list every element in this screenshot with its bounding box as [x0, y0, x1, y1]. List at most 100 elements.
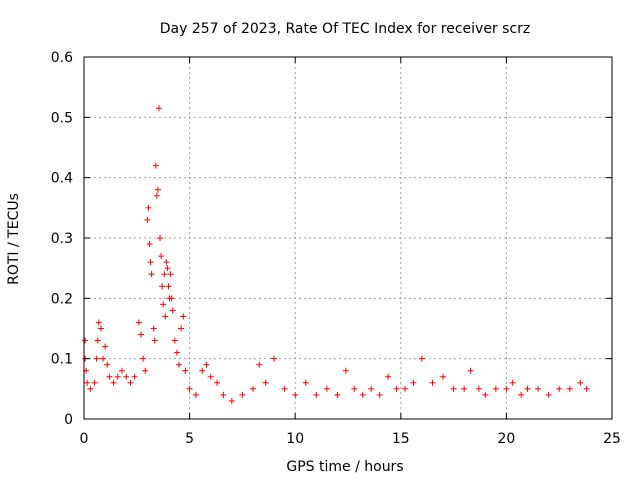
data-point: [147, 259, 154, 266]
plot-frame: [83, 56, 613, 420]
data-point: [176, 361, 183, 368]
data-point: [467, 367, 474, 374]
data-point: [492, 385, 499, 392]
data-point: [368, 385, 375, 392]
data-point: [313, 391, 320, 398]
y-tick-label: 0.2: [51, 291, 73, 307]
data-point: [199, 367, 206, 374]
data-point: [168, 295, 175, 302]
data-point: [91, 379, 98, 386]
y-tick-label: 0.6: [51, 50, 73, 66]
data-point: [110, 379, 117, 386]
x-tick-label: 0: [80, 431, 89, 447]
data-point: [323, 385, 330, 392]
data-point: [271, 355, 278, 362]
data-point: [429, 379, 436, 386]
data-point: [192, 391, 199, 398]
data-point: [142, 367, 149, 374]
data-point: [173, 349, 180, 356]
data-point: [84, 379, 91, 386]
data-point: [119, 367, 126, 374]
data-point: [180, 313, 187, 320]
data-point: [256, 361, 263, 368]
data-point: [167, 271, 174, 278]
data-point: [342, 367, 349, 374]
data-point: [94, 337, 101, 344]
data-point: [155, 105, 162, 112]
data-point: [302, 379, 309, 386]
data-point: [545, 391, 552, 398]
data-point: [402, 385, 409, 392]
data-point: [418, 355, 425, 362]
data-point: [393, 385, 400, 392]
data-point: [249, 385, 256, 392]
data-point: [566, 385, 573, 392]
data-point: [93, 355, 100, 362]
data-point: [161, 271, 168, 278]
data-point: [518, 391, 525, 398]
data-point: [509, 379, 516, 386]
data-point: [153, 192, 160, 199]
data-point: [159, 283, 166, 290]
data-point: [334, 391, 341, 398]
x-tick-label: 10: [286, 431, 304, 447]
data-point: [214, 379, 221, 386]
y-tick-label: 0.3: [51, 231, 73, 247]
data-point: [262, 379, 269, 386]
chart-title: Day 257 of 2023, Rate Of TEC Index for r…: [160, 21, 530, 37]
data-point: [376, 391, 383, 398]
x-axis-label: GPS time / hours: [286, 459, 403, 475]
data-point: [157, 235, 164, 241]
data-point: [351, 385, 358, 392]
data-point: [82, 337, 89, 344]
data-point: [482, 391, 489, 398]
data-point: [164, 265, 171, 272]
data-point: [440, 373, 447, 380]
data-point: [100, 355, 107, 362]
data-point: [450, 385, 457, 392]
data-point: [239, 391, 246, 398]
data-point: [154, 186, 161, 193]
data-point: [410, 379, 417, 386]
data-point: [556, 385, 563, 392]
data-point: [158, 253, 165, 260]
y-axis-label: ROTI / TECUs: [6, 193, 22, 285]
data-point: [145, 204, 152, 211]
data-point: [186, 385, 193, 392]
data-point: [140, 355, 147, 362]
data-point: [503, 385, 510, 392]
data-point: [123, 373, 130, 380]
data-point: [160, 301, 167, 308]
data-point: [292, 391, 299, 398]
data-point: [165, 283, 172, 290]
data-point: [281, 385, 288, 392]
data-point: [87, 385, 94, 392]
data-point: [577, 379, 584, 386]
data-point: [95, 319, 102, 326]
data-point: [162, 313, 169, 320]
data-point: [385, 373, 392, 380]
data-point: [583, 385, 590, 392]
y-tick-label: 0.4: [51, 171, 73, 187]
data-point: [144, 216, 151, 223]
data-point: [127, 379, 134, 386]
data-point: [228, 397, 235, 404]
data-point: [163, 259, 170, 266]
data-point: [150, 325, 157, 332]
data-point: [148, 271, 155, 278]
data-point: [524, 385, 531, 392]
data-point: [220, 391, 227, 398]
data-point: [138, 331, 145, 338]
x-tick-label: 5: [185, 431, 194, 447]
data-point: [151, 337, 158, 344]
data-point: [359, 391, 366, 398]
grid-lines: [84, 57, 612, 419]
data-point: [203, 361, 210, 368]
y-tick-label: 0.5: [51, 110, 73, 126]
data-point: [146, 241, 153, 248]
axis-ticks: 0 0.1 0.2 0.3 0.4 0.5 0.6 0 5 10 15 20 25: [51, 50, 621, 447]
data-point: [535, 385, 542, 392]
data-point: [102, 343, 109, 350]
data-point: [135, 319, 142, 326]
